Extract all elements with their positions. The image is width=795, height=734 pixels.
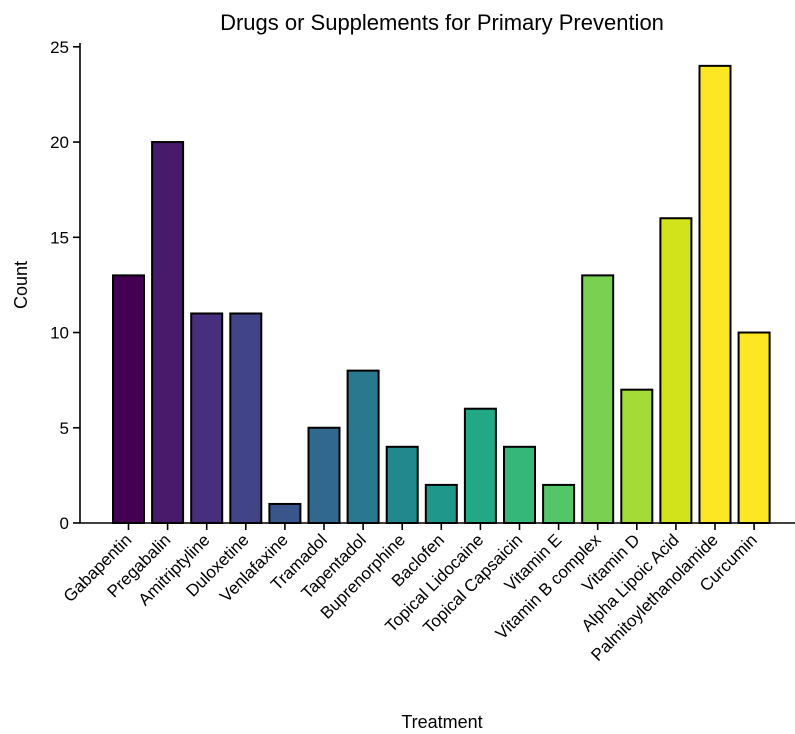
y-tick-label: 5 (60, 419, 69, 438)
y-ticks-group: 0 5 10 15 20 25 (50, 38, 80, 533)
bar-palmitoylethanolamide (698, 64, 732, 525)
x-ticks-group: GabapentinPregabalinAmitriptylineDuloxet… (60, 523, 761, 665)
bar-duloxetine (229, 312, 263, 525)
bar-vitamin-d (620, 388, 654, 525)
y-tick-label: 15 (50, 228, 69, 247)
y-tick-label: 0 (60, 514, 69, 533)
bar-venlafaxine (268, 502, 302, 525)
bar-topical-lidocaine (463, 407, 497, 524)
y-tick-label: 10 (50, 324, 69, 343)
y-tick-label: 25 (50, 38, 69, 57)
bar-tramadol (307, 426, 341, 525)
bar-topical-capsaicin (503, 445, 536, 524)
y-tick-label: 20 (50, 133, 69, 152)
bar-pregabalin (151, 141, 185, 525)
bar-gabapentin (112, 274, 145, 524)
bars-group (112, 64, 771, 525)
bar-tapentadol (346, 369, 380, 524)
bar-curcumin (737, 331, 771, 524)
bar-vitamin-e (542, 483, 576, 524)
chart-title: Drugs or Supplements for Primary Prevent… (220, 10, 664, 35)
y-axis-label: Count (11, 261, 31, 309)
bar-amitriptyline (190, 312, 224, 525)
x-axis-label: Treatment (401, 712, 482, 732)
bar-vitamin-b-complex (581, 274, 615, 524)
bar-buprenorphine (385, 445, 419, 524)
bar-baclofen (424, 483, 458, 524)
bar-alpha-lipoic-acid (659, 217, 693, 525)
